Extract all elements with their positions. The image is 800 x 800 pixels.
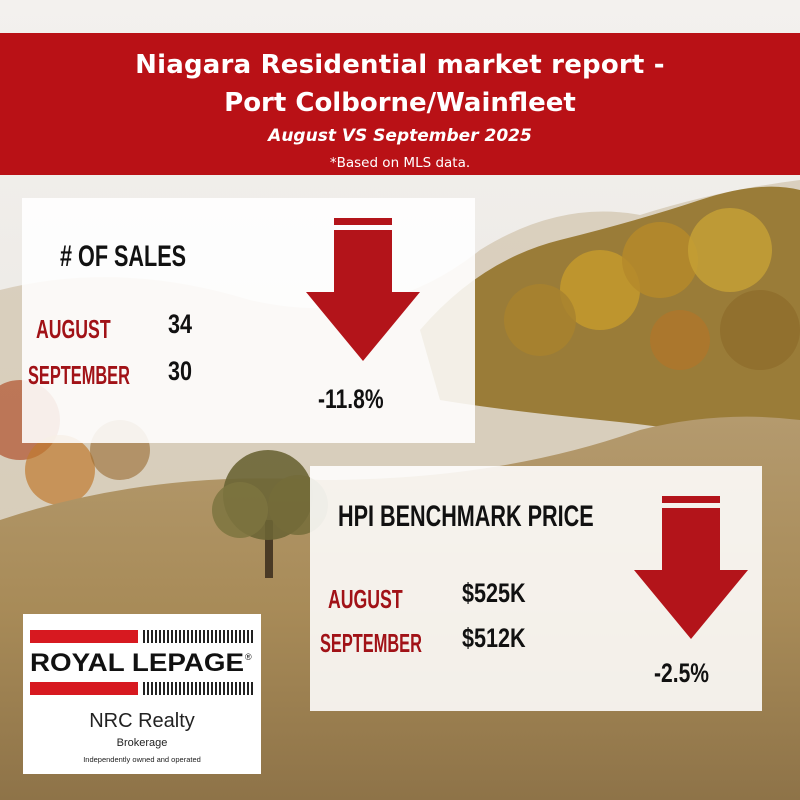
hpi-heading: HPI BENCHMARK PRICE xyxy=(338,500,594,533)
office-tagline: Independently owned and operated xyxy=(83,755,201,764)
report-title-line2: Port Colborne/Wainfleet xyxy=(224,88,576,118)
sales-value-september: 30 xyxy=(168,356,193,386)
report-subtitle: August VS September 2025 xyxy=(268,126,532,146)
hpi-change-percent: -2.5% xyxy=(654,658,710,688)
down-arrow-icon xyxy=(634,496,748,639)
down-arrow-icon xyxy=(306,218,420,361)
hpi-card: HPI BENCHMARK PRICE AUGUST $525K SEPTEMB… xyxy=(310,466,762,711)
hpi-month-august: AUGUST xyxy=(328,584,403,614)
royal-lepage-logo: ROYAL LEPAGE ® NRC Realty Brokerage Inde… xyxy=(23,614,261,774)
office-name: NRC Realty xyxy=(89,710,195,732)
sales-card: # OF SALES AUGUST 34 SEPTEMBER 30 -11.8% xyxy=(22,198,475,443)
sales-month-september: SEPTEMBER xyxy=(28,360,130,390)
hpi-value-september: $512K xyxy=(462,623,526,653)
royal-lepage-wordmark: ROYAL LEPAGE ® xyxy=(30,630,253,695)
svg-text:®: ® xyxy=(245,652,252,662)
report-title-line1: Niagara Residential market report - xyxy=(135,50,665,80)
report-banner: Niagara Residential market report - Port… xyxy=(0,33,800,175)
office-type: Brokerage xyxy=(116,737,168,749)
hpi-value-august: $525K xyxy=(462,578,526,608)
sales-value-august: 34 xyxy=(168,309,193,339)
report-note: *Based on MLS data. xyxy=(329,155,471,171)
sales-month-august: AUGUST xyxy=(36,314,111,344)
sales-heading: # OF SALES xyxy=(60,240,187,273)
hpi-month-september: SEPTEMBER xyxy=(320,628,422,658)
sales-change-percent: -11.8% xyxy=(318,384,384,414)
royal-lepage-brand-text: ROYAL LEPAGE xyxy=(30,649,244,677)
